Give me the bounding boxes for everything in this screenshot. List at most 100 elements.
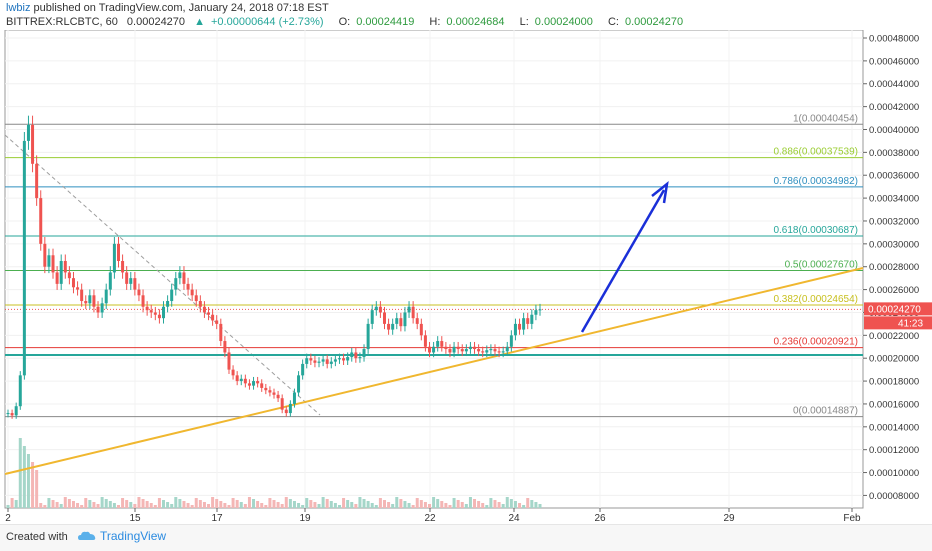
candle bbox=[456, 341, 460, 354]
candle bbox=[174, 271, 178, 296]
x-tick-label: 2 bbox=[5, 513, 11, 524]
volume-bar bbox=[464, 504, 468, 508]
last-price-label: 0.00024270 bbox=[868, 304, 921, 315]
volume-bar bbox=[419, 500, 423, 508]
volume-bar bbox=[354, 504, 358, 508]
y-tick-label: 0.00016000 bbox=[869, 399, 919, 410]
candle bbox=[382, 306, 386, 330]
candle bbox=[31, 115, 35, 173]
time-axis[interactable]: 2 15 17 19 22 24 26 29 Feb bbox=[5, 508, 861, 524]
author-name[interactable]: lwbiz bbox=[6, 2, 31, 14]
candle bbox=[92, 289, 96, 313]
candle bbox=[399, 312, 403, 332]
candle bbox=[378, 301, 382, 318]
candle bbox=[125, 266, 129, 290]
candle bbox=[309, 353, 313, 366]
candle bbox=[513, 318, 517, 341]
candle bbox=[460, 344, 464, 357]
candle bbox=[215, 315, 219, 330]
candle bbox=[227, 347, 231, 374]
volume-bar bbox=[468, 497, 472, 508]
candle bbox=[194, 289, 198, 307]
candle bbox=[219, 318, 223, 346]
candle bbox=[18, 371, 22, 410]
candle bbox=[6, 409, 10, 418]
price-axis[interactable]: 0.00008000 0.00010000 0.00012000 0.00014000… bbox=[863, 34, 919, 502]
support-trendline[interactable] bbox=[4, 267, 864, 475]
candle bbox=[207, 306, 211, 321]
candle bbox=[317, 357, 321, 368]
price-chart[interactable]: 1(0.00040454) 0.886(0.00037539) 0.786(0.00… bbox=[0, 29, 932, 525]
candle bbox=[76, 281, 80, 296]
volume-bars bbox=[6, 438, 542, 508]
volume-bar bbox=[55, 502, 59, 508]
volume-bar bbox=[116, 505, 120, 508]
x-tick-label: 17 bbox=[211, 513, 223, 524]
volume-bar bbox=[489, 498, 493, 508]
publish-line: lwbiz published on TradingView.com, Janu… bbox=[6, 0, 695, 15]
volume-bar bbox=[297, 503, 301, 508]
candle bbox=[116, 236, 120, 268]
tradingview-link[interactable]: TradingView bbox=[78, 529, 166, 543]
volume-bar bbox=[362, 499, 366, 508]
candle bbox=[407, 301, 411, 318]
volume-bar bbox=[534, 502, 538, 508]
volume-bar bbox=[493, 500, 497, 508]
downtrend-dashed-line[interactable] bbox=[4, 134, 321, 416]
volume-bar bbox=[337, 505, 341, 508]
volume-bar bbox=[162, 500, 166, 508]
volume-bar bbox=[198, 500, 202, 508]
volume-bar bbox=[333, 503, 337, 508]
high-value: 0.00024684 bbox=[446, 16, 505, 28]
candle bbox=[337, 353, 341, 364]
chart-area[interactable]: 1(0.00040454) 0.886(0.00037539) 0.786(0.00… bbox=[0, 29, 932, 525]
candle bbox=[288, 400, 292, 417]
volume-bar bbox=[186, 503, 190, 508]
volume-bar bbox=[395, 497, 399, 508]
volume-bar bbox=[182, 501, 186, 508]
volume-bar bbox=[444, 503, 448, 508]
candle bbox=[26, 115, 30, 150]
volume-bar bbox=[505, 497, 509, 508]
volume-bar bbox=[207, 504, 211, 508]
fib-level-label: 0.886(0.00037539) bbox=[773, 147, 858, 158]
candle bbox=[395, 312, 399, 330]
candle bbox=[141, 289, 145, 313]
volume-bar bbox=[35, 470, 39, 508]
volume-bar bbox=[219, 501, 223, 508]
volume-bar bbox=[137, 497, 141, 508]
candle bbox=[444, 341, 448, 354]
candle bbox=[489, 344, 493, 355]
candle bbox=[497, 346, 501, 358]
candle bbox=[178, 266, 182, 285]
candle bbox=[47, 248, 51, 274]
volume-bar bbox=[382, 500, 386, 508]
volume-bar bbox=[313, 502, 317, 508]
candle bbox=[436, 336, 440, 352]
candle bbox=[522, 312, 526, 335]
fib-level-label: 0.236(0.00020921) bbox=[773, 337, 858, 348]
candle bbox=[35, 155, 39, 206]
volume-bar bbox=[399, 499, 403, 508]
candle bbox=[133, 271, 137, 296]
projection-arrow[interactable] bbox=[580, 181, 669, 333]
y-tick-label: 0.00012000 bbox=[869, 445, 919, 456]
y-tick-label: 0.00046000 bbox=[869, 56, 919, 67]
volume-bar bbox=[252, 499, 256, 508]
volume-bar bbox=[231, 498, 235, 508]
volume-bar bbox=[14, 500, 18, 508]
volume-bar bbox=[403, 501, 407, 508]
volume-bar bbox=[305, 498, 309, 508]
y-tick-label: 0.00040000 bbox=[869, 125, 919, 136]
volume-bar bbox=[358, 497, 362, 508]
candle bbox=[477, 344, 481, 357]
fib-level-label: 0.618(0.00030687) bbox=[773, 225, 858, 236]
volume-bar bbox=[215, 499, 219, 508]
volume-bar bbox=[47, 498, 51, 508]
volume-bar bbox=[227, 505, 231, 508]
volume-bar bbox=[92, 502, 96, 508]
volume-bar bbox=[63, 497, 67, 508]
volume-bar bbox=[485, 505, 489, 508]
candle bbox=[329, 357, 333, 369]
candle bbox=[260, 379, 264, 392]
